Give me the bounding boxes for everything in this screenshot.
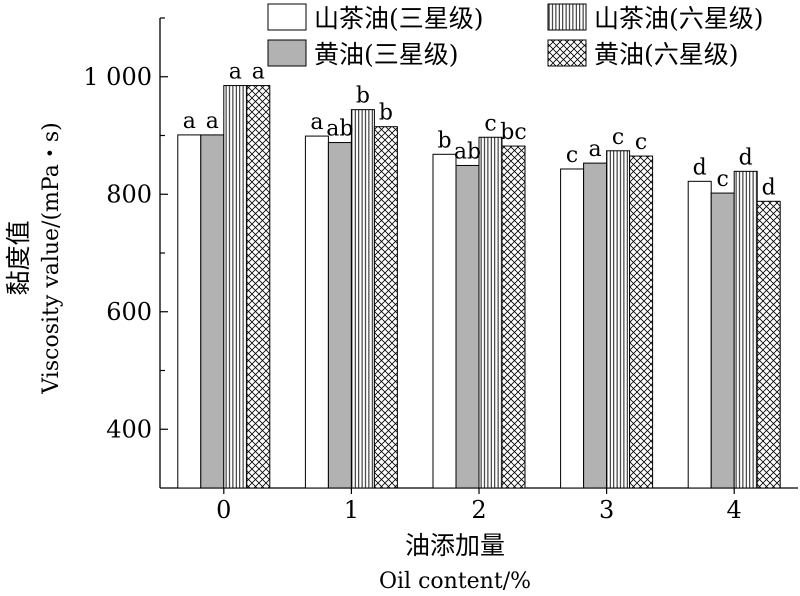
y-tick-label: 1 000 (83, 63, 152, 91)
y-axis-label-en: Viscosity value/(mPa・s) (39, 122, 64, 394)
bar (629, 155, 654, 489)
bar (583, 162, 608, 489)
bar (606, 150, 631, 489)
legend-label: 山茶油(六星级) (594, 4, 764, 33)
significance-letter: b (437, 128, 451, 153)
bar (687, 180, 712, 489)
bar (756, 200, 781, 489)
bar (478, 136, 503, 489)
x-tick-label: 4 (727, 496, 742, 524)
significance-letter: c (566, 143, 578, 168)
legend-swatch (547, 3, 587, 31)
significance-letter: a (310, 110, 323, 135)
significance-letter: ab (454, 139, 481, 164)
significance-letter: a (229, 60, 242, 85)
significance-letter: d (739, 145, 753, 170)
legend-label: 山茶油(三星级) (314, 4, 484, 33)
legend-label: 黄油(六星级) (594, 40, 739, 69)
bar (455, 164, 480, 489)
significance-letter: a (589, 137, 602, 162)
bar (560, 168, 585, 489)
x-tick-label: 1 (344, 496, 359, 524)
bar (432, 153, 457, 489)
significance-letter: b (356, 84, 370, 109)
bar (710, 192, 735, 489)
bar (501, 145, 526, 489)
y-axis-label-cn: 黏度值 (4, 220, 33, 295)
x-axis-label-en: Oil content/% (379, 569, 531, 594)
significance-letter: ab (326, 117, 353, 142)
bar (304, 135, 329, 489)
bar (200, 134, 225, 489)
significance-letter: bc (500, 120, 526, 145)
x-tick-label: 2 (471, 496, 486, 524)
significance-letter: c (612, 125, 624, 150)
significance-letter: a (183, 109, 196, 134)
y-tick-label: 600 (106, 298, 152, 326)
significance-letter: c (635, 130, 647, 155)
bar (223, 85, 248, 489)
significance-letter: c (717, 167, 729, 192)
legend-swatch (267, 39, 307, 67)
bar (733, 170, 758, 489)
significance-letter: c (484, 111, 496, 136)
y-tick-label: 800 (106, 180, 152, 208)
y-tick-label: 400 (106, 415, 152, 443)
significance-letter: d (693, 155, 707, 180)
significance-letter: a (252, 60, 265, 85)
x-tick-label: 3 (599, 496, 614, 524)
legend-label: 黄油(三星级) (314, 40, 459, 69)
axes-group: 400 600 800 1 000 0 1 2 3 4 (83, 17, 742, 524)
bar (350, 109, 375, 489)
legend-swatch (547, 39, 587, 67)
significance-letter: a (206, 109, 219, 134)
bar (373, 126, 398, 489)
significance-letter: d (762, 175, 776, 200)
legend: 山茶油(三星级) 黄油(三星级) 山茶油(六星级) 黄油(六星级) (267, 3, 764, 69)
bar (177, 134, 202, 489)
legend-swatch (267, 3, 307, 31)
bar (327, 142, 352, 489)
bar (246, 85, 271, 489)
bars-group (177, 85, 781, 489)
x-tick-label: 0 (216, 496, 231, 524)
x-axis-label-cn: 油添加量 (405, 531, 505, 560)
significance-letter: b (379, 101, 393, 126)
